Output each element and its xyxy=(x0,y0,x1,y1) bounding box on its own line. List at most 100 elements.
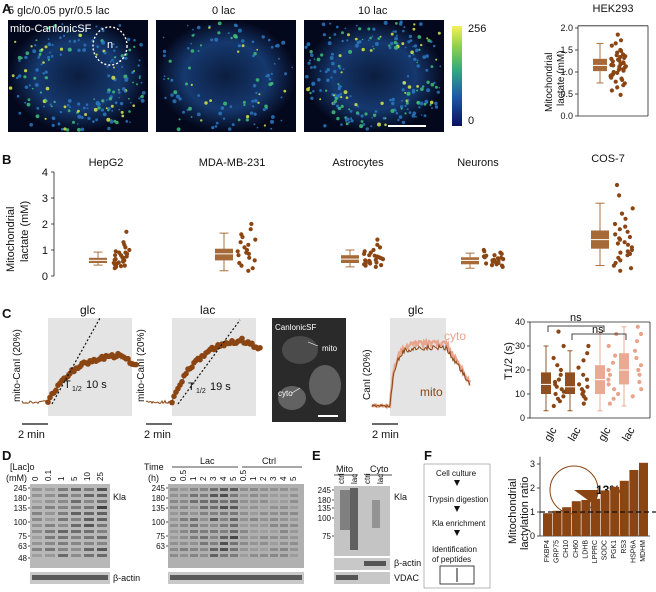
mito-speckle xyxy=(283,89,287,93)
mito-speckle xyxy=(429,103,432,106)
mito-speckle xyxy=(411,114,416,118)
trace-dot xyxy=(189,364,195,371)
mito-speckle xyxy=(425,101,428,104)
blot-band xyxy=(230,506,238,509)
data-point xyxy=(617,237,623,242)
mito-speckle xyxy=(326,68,330,72)
mito-speckle xyxy=(112,43,115,46)
data-point xyxy=(362,251,367,256)
blot-band xyxy=(32,542,42,545)
bar xyxy=(581,500,591,536)
mito-speckle xyxy=(415,48,419,53)
blot-band xyxy=(84,512,94,515)
trace-dot xyxy=(239,335,245,342)
cell-lines-box-chart: 0 1 2 3 4 Mitochondrial lactate (mM) HepG2 MDA-M… xyxy=(5,153,635,283)
time-tick-label: 5 xyxy=(229,476,238,481)
mito-speckle xyxy=(46,26,50,30)
data-point xyxy=(632,348,638,353)
mito-speckle xyxy=(87,116,91,120)
mito-speckle xyxy=(331,110,336,115)
blot-band xyxy=(170,500,178,503)
mito-speckle xyxy=(51,43,54,47)
mito-speckle xyxy=(107,91,111,94)
data-point xyxy=(482,255,487,260)
mito-speckle xyxy=(35,114,40,119)
mito-speckle xyxy=(35,68,39,72)
blot-band xyxy=(270,530,278,533)
mito-speckle xyxy=(349,95,352,98)
blot-band xyxy=(240,524,248,527)
mito-speckle xyxy=(42,105,45,108)
colorbar-min: 0 xyxy=(468,115,474,127)
data-point xyxy=(252,258,257,263)
blot-band xyxy=(97,518,107,521)
data-point xyxy=(554,384,559,389)
y-tick-label: 1 xyxy=(42,245,48,257)
mito-speckle xyxy=(107,126,111,131)
blot-band xyxy=(180,488,188,491)
bar xyxy=(571,501,581,536)
data-point xyxy=(637,372,642,377)
mito-speckle xyxy=(388,44,391,47)
mito-speckle xyxy=(233,23,238,27)
mito-speckle xyxy=(40,63,43,66)
blot-band xyxy=(250,512,258,515)
data-point xyxy=(577,382,582,387)
blot-band xyxy=(280,530,288,533)
mito-speckle xyxy=(354,37,358,41)
mito-speckle xyxy=(121,114,125,118)
cyto-label: Cyto xyxy=(370,464,389,474)
mito-speckle xyxy=(370,125,373,128)
slope-line xyxy=(51,317,101,405)
mito-speckle xyxy=(253,123,256,126)
step-3: Kla enrichment xyxy=(432,519,486,528)
mito-speckle xyxy=(49,51,51,54)
data-point xyxy=(561,343,566,349)
mito-speckle xyxy=(170,93,174,97)
data-point xyxy=(635,324,640,329)
bar xyxy=(639,462,648,536)
ns-bracket xyxy=(571,333,627,340)
blot-band xyxy=(170,512,178,515)
mito-speckle xyxy=(118,24,122,27)
mito-speckle xyxy=(423,102,427,106)
mito-speckle xyxy=(258,93,261,96)
trace-dot xyxy=(171,393,177,400)
blot-band xyxy=(71,506,81,509)
mito-speckle xyxy=(267,38,271,42)
blot-band xyxy=(180,512,188,515)
blot-band xyxy=(97,524,107,527)
mito-speckle xyxy=(273,62,276,65)
mito-speckle xyxy=(402,81,406,85)
blot-band xyxy=(45,548,55,551)
trace1-ylabel: mito-CanI (20%) xyxy=(12,329,23,402)
mito-speckle xyxy=(47,58,50,62)
blot-band xyxy=(32,524,42,527)
mito-speckle xyxy=(374,110,378,113)
mito-speckle xyxy=(399,105,404,109)
mito-speckle xyxy=(319,70,322,73)
t-half-lac-sub: 1/2 xyxy=(196,388,206,395)
mito-speckle xyxy=(229,105,233,108)
mito-speckle xyxy=(106,117,111,122)
mito-speckle xyxy=(29,123,33,127)
conc-label: 10 xyxy=(83,472,92,481)
t-half-glc-sym: T xyxy=(64,379,71,391)
time-tick-label: 0 xyxy=(169,476,178,481)
mito-label: Mito xyxy=(336,464,353,474)
blot-band xyxy=(97,488,107,491)
blot-band xyxy=(210,488,218,491)
mito-speckle xyxy=(391,101,395,106)
data-point xyxy=(235,249,240,254)
data-point xyxy=(625,253,630,258)
colorbar xyxy=(452,26,462,126)
mito-speckle xyxy=(42,61,45,64)
mito-speckle xyxy=(343,90,348,94)
data-point xyxy=(614,53,619,58)
data-point xyxy=(609,75,614,80)
mito-speckle xyxy=(429,100,434,105)
mito-speckle xyxy=(393,40,397,45)
blot-band xyxy=(260,542,268,545)
